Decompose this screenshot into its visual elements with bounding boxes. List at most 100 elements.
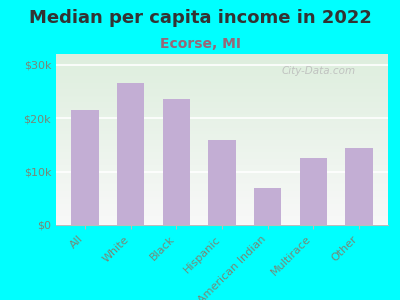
Bar — [56, 174, 388, 175]
Bar — [56, 180, 388, 181]
Bar — [56, 198, 388, 199]
Bar — [56, 179, 388, 180]
Bar — [56, 114, 388, 115]
Bar — [56, 202, 388, 203]
Bar — [56, 161, 388, 162]
Bar — [117, 83, 144, 225]
Bar — [56, 148, 388, 149]
Bar — [56, 219, 388, 220]
Bar — [56, 213, 388, 214]
Bar — [56, 124, 388, 125]
Bar — [56, 173, 388, 174]
Bar — [56, 182, 388, 183]
Bar — [56, 72, 388, 73]
Bar — [56, 156, 388, 157]
Bar — [56, 141, 388, 142]
Bar — [56, 137, 388, 138]
Bar — [56, 209, 388, 210]
Bar — [56, 79, 388, 80]
Bar — [56, 133, 388, 134]
Bar — [56, 160, 388, 161]
Bar — [56, 210, 388, 211]
Bar — [56, 218, 388, 219]
Bar — [56, 112, 388, 113]
Bar — [56, 85, 388, 86]
Bar — [56, 211, 388, 212]
Bar — [56, 187, 388, 188]
Bar — [56, 103, 388, 104]
Bar — [56, 98, 388, 99]
Bar — [56, 195, 388, 196]
Bar — [56, 197, 388, 198]
Bar — [56, 144, 388, 145]
Bar — [56, 136, 388, 137]
Bar — [56, 215, 388, 216]
Bar — [56, 90, 388, 91]
Text: Ecorse, MI: Ecorse, MI — [160, 38, 240, 52]
Bar — [56, 181, 388, 182]
Bar — [56, 65, 388, 66]
Bar — [56, 130, 388, 131]
Bar — [56, 128, 388, 129]
Bar — [56, 101, 388, 102]
Bar — [56, 140, 388, 141]
Bar — [56, 189, 388, 190]
Text: Median per capita income in 2022: Median per capita income in 2022 — [28, 9, 372, 27]
Bar — [56, 193, 388, 194]
Bar — [56, 223, 388, 224]
Bar — [56, 184, 388, 185]
Bar — [56, 122, 388, 123]
Bar — [56, 113, 388, 114]
Bar — [300, 158, 327, 225]
Bar — [56, 100, 388, 101]
Bar — [56, 68, 388, 69]
Bar — [56, 71, 388, 72]
Bar — [56, 109, 388, 110]
Bar — [56, 95, 388, 96]
Bar — [56, 163, 388, 164]
Bar — [56, 142, 388, 143]
Bar — [56, 143, 388, 144]
Bar — [56, 74, 388, 75]
Bar — [56, 159, 388, 160]
Bar — [56, 208, 388, 209]
Bar — [56, 190, 388, 191]
Bar — [56, 104, 388, 105]
Bar — [56, 216, 388, 217]
Bar — [56, 75, 388, 76]
Bar — [56, 86, 388, 87]
Bar — [56, 111, 388, 112]
Bar — [56, 106, 388, 107]
Bar — [56, 59, 388, 60]
Bar — [56, 63, 388, 64]
Bar — [56, 186, 388, 187]
Bar — [56, 151, 388, 152]
Bar — [346, 148, 373, 225]
Bar — [56, 220, 388, 221]
Bar — [56, 167, 388, 168]
Bar — [56, 207, 388, 208]
Bar — [254, 188, 282, 225]
Bar — [56, 152, 388, 153]
Bar — [56, 183, 388, 184]
Bar — [56, 93, 388, 94]
Bar — [56, 203, 388, 204]
Bar — [56, 123, 388, 124]
Bar — [56, 166, 388, 167]
Bar — [56, 58, 388, 59]
Bar — [56, 170, 388, 171]
Bar — [56, 175, 388, 176]
Bar — [56, 176, 388, 177]
Bar — [56, 192, 388, 193]
Bar — [56, 205, 388, 206]
Bar — [56, 138, 388, 139]
Bar — [56, 116, 388, 117]
Bar — [56, 66, 388, 67]
Bar — [56, 73, 388, 74]
Bar — [56, 162, 388, 163]
Bar — [56, 194, 388, 195]
Bar — [56, 119, 388, 120]
Bar — [56, 77, 388, 78]
Bar — [56, 70, 388, 71]
Bar — [56, 125, 388, 126]
